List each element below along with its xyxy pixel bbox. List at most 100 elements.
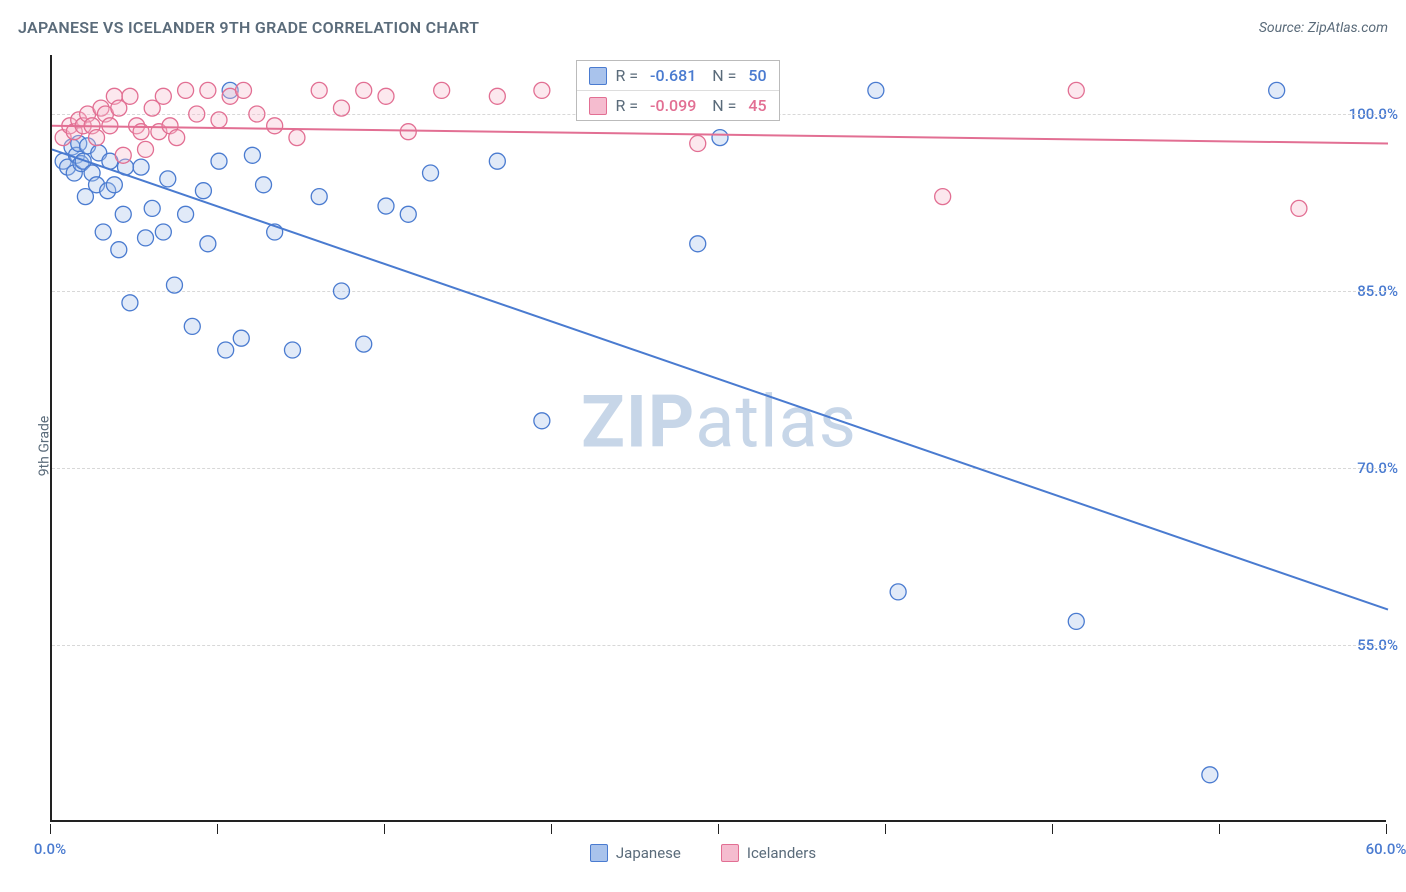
data-point [95,224,111,240]
chart-title: JAPANESE VS ICELANDER 9TH GRADE CORRELAT… [18,18,479,37]
data-point [200,236,216,252]
legend-label: Japanese [616,844,681,862]
chart-header: JAPANESE VS ICELANDER 9TH GRADE CORRELAT… [18,18,1388,37]
trend-line [52,149,1388,609]
data-point [712,130,728,146]
data-point [122,88,138,104]
data-point [256,177,272,193]
stat-n-value: 50 [744,66,766,85]
x-tick [1052,824,1053,834]
data-point [1068,613,1084,629]
stat-r-value: -0.681 [646,66,696,85]
data-point [434,82,450,98]
data-point [184,318,200,334]
data-point [423,165,439,181]
data-point [178,206,194,222]
data-point [178,82,194,98]
data-point [169,130,185,146]
x-tick [885,824,886,834]
data-point [311,82,327,98]
stat-r-value: -0.099 [646,96,696,115]
data-point [400,206,416,222]
x-tick [50,824,51,834]
legend-swatch [721,844,739,862]
stat-swatch [589,97,607,115]
data-point [249,106,265,122]
legend-item: Icelanders [721,844,816,862]
data-point [690,236,706,252]
data-point [138,141,154,157]
data-point [534,82,550,98]
data-point [166,277,182,293]
data-point [868,82,884,98]
data-point [267,118,283,134]
stat-r-label: R = [615,66,638,85]
data-point [1269,82,1285,98]
data-point [155,224,171,240]
data-point [378,88,394,104]
data-point [890,584,906,600]
data-point [489,153,505,169]
data-point [155,88,171,104]
data-point [333,100,349,116]
x-tick-label: 60.0% [1366,840,1406,858]
data-point [690,136,706,152]
data-point [106,177,122,193]
stat-n-value: 45 [744,96,766,115]
stat-r-label: R = [615,96,638,115]
data-point [111,242,127,258]
correlation-stat-box: R = -0.681 N = 50R = -0.099 N = 45 [576,60,779,121]
x-tick [217,824,218,834]
data-point [189,106,205,122]
data-point [89,130,105,146]
scatter-plot-area: ZIPatlas [50,55,1386,822]
data-point [235,82,251,98]
data-point [160,171,176,187]
data-point [378,198,394,214]
stat-row: R = -0.099 N = 45 [577,90,778,120]
data-point [311,189,327,205]
x-tick-label: 0.0% [34,840,66,858]
data-point [115,147,131,163]
data-point [133,159,149,175]
data-point [144,200,160,216]
stat-swatch [589,67,607,85]
data-point [122,295,138,311]
stat-row: R = -0.681 N = 50 [577,61,778,90]
source-attribution: Source: ZipAtlas.com [1259,20,1388,36]
data-point [935,189,951,205]
data-point [356,82,372,98]
data-point [356,336,372,352]
data-point [211,112,227,128]
x-tick [384,824,385,834]
source-name: ZipAtlas.com [1308,20,1388,36]
source-prefix: Source: [1259,20,1308,36]
stat-n-label: N = [704,66,736,85]
data-point [211,153,227,169]
x-tick [1219,824,1220,834]
data-point [489,88,505,104]
x-tick [718,824,719,834]
data-point [400,124,416,140]
data-point [200,82,216,98]
data-point [1291,200,1307,216]
plot-svg [52,55,1386,820]
data-point [1068,82,1084,98]
data-point [244,147,260,163]
x-tick [551,824,552,834]
legend-swatch [590,844,608,862]
x-tick [1386,824,1387,834]
data-point [115,206,131,222]
data-point [195,183,211,199]
data-point [284,342,300,358]
data-point [534,413,550,429]
data-point [289,130,305,146]
data-point [138,230,154,246]
data-point [333,283,349,299]
data-point [218,342,234,358]
bottom-legend: Japanese Icelanders [0,844,1406,862]
stat-n-label: N = [704,96,736,115]
data-point [233,330,249,346]
data-point [1202,767,1218,783]
legend-item: Japanese [590,844,681,862]
